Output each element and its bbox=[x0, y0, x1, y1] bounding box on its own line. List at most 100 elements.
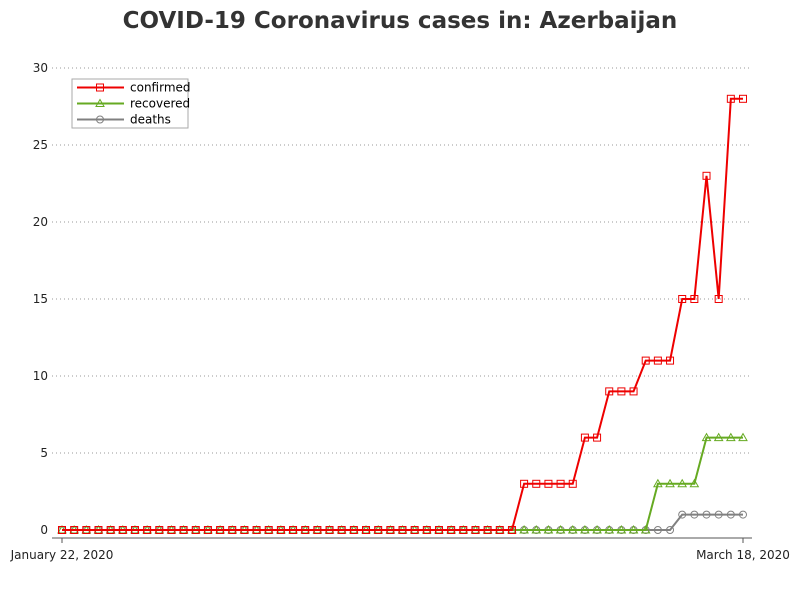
point-confirmed-45 bbox=[605, 387, 614, 396]
point-recovered-43 bbox=[580, 524, 590, 534]
y-tick-label-0: 0 bbox=[40, 523, 48, 537]
point-confirmed-44 bbox=[593, 433, 602, 442]
point-confirmed-29 bbox=[410, 526, 419, 534]
point-confirmed-21 bbox=[313, 526, 322, 534]
point-recovered-55 bbox=[725, 432, 736, 442]
point-confirmed-39 bbox=[532, 479, 541, 488]
point-confirmed-0 bbox=[58, 526, 66, 534]
legend-item-deaths: deaths bbox=[77, 113, 171, 127]
y-tick-label-5: 5 bbox=[40, 446, 48, 460]
point-confirmed-32 bbox=[447, 526, 456, 534]
point-confirmed-9 bbox=[167, 526, 176, 534]
legend-label-confirmed: confirmed bbox=[130, 81, 191, 95]
point-recovered-50 bbox=[665, 478, 675, 488]
y-axis-ticks: 0 5 10 15 20 25 30 bbox=[33, 61, 48, 537]
point-confirmed-36 bbox=[495, 526, 504, 534]
x-tick-label-end: March 18, 2020 bbox=[696, 548, 790, 562]
point-confirmed-24 bbox=[349, 526, 358, 534]
point-confirmed-10 bbox=[179, 526, 188, 534]
y-tick-label-10: 10 bbox=[33, 369, 48, 383]
point-recovered-42 bbox=[567, 524, 578, 534]
point-confirmed-19 bbox=[289, 526, 298, 534]
point-confirmed-11 bbox=[191, 526, 200, 534]
point-confirmed-49 bbox=[653, 356, 662, 365]
y-tick-label-15: 15 bbox=[33, 292, 48, 306]
point-deaths-54 bbox=[714, 510, 723, 519]
point-confirmed-14 bbox=[228, 526, 237, 534]
point-recovered-56 bbox=[738, 432, 748, 442]
point-recovered-51 bbox=[677, 478, 688, 488]
point-confirmed-13 bbox=[216, 526, 225, 534]
legend-item-recovered: recovered bbox=[77, 97, 190, 111]
series-line-confirmed bbox=[62, 97, 743, 531]
point-confirmed-37 bbox=[507, 526, 516, 534]
point-recovered-52 bbox=[689, 478, 700, 488]
point-confirmed-3 bbox=[94, 526, 103, 534]
point-confirmed-56 bbox=[739, 94, 747, 103]
x-tick-label-start: January 22, 2020 bbox=[10, 548, 114, 562]
point-confirmed-31 bbox=[434, 526, 443, 534]
point-recovered-48 bbox=[640, 524, 651, 534]
point-confirmed-5 bbox=[118, 526, 127, 534]
legend: confirmed recovered deaths bbox=[71, 78, 191, 129]
point-recovered-46 bbox=[616, 524, 627, 534]
legend-item-confirmed: confirmed bbox=[77, 81, 191, 95]
y-tick-label-20: 20 bbox=[33, 215, 48, 229]
point-confirmed-42 bbox=[568, 479, 577, 488]
point-confirmed-18 bbox=[276, 526, 285, 534]
point-confirmed-15 bbox=[240, 526, 249, 534]
point-deaths-49 bbox=[653, 526, 662, 534]
point-confirmed-40 bbox=[544, 479, 553, 488]
point-confirmed-47 bbox=[629, 387, 638, 396]
series-layer bbox=[57, 94, 748, 534]
point-deaths-53 bbox=[702, 510, 711, 519]
point-confirmed-34 bbox=[471, 526, 480, 534]
point-deaths-55 bbox=[726, 510, 735, 519]
point-confirmed-1 bbox=[70, 526, 79, 534]
point-recovered-38 bbox=[519, 524, 529, 534]
point-confirmed-7 bbox=[143, 526, 152, 534]
point-confirmed-27 bbox=[386, 526, 395, 534]
series-recovered bbox=[57, 432, 748, 534]
y-tick-label-25: 25 bbox=[33, 138, 48, 152]
point-recovered-49 bbox=[653, 478, 663, 488]
point-deaths-56 bbox=[739, 510, 747, 519]
point-confirmed-22 bbox=[325, 526, 334, 534]
point-recovered-44 bbox=[592, 524, 602, 534]
point-confirmed-38 bbox=[520, 479, 529, 488]
chart-title: COVID-19 Coronavirus cases in: Azerbaija… bbox=[122, 8, 678, 34]
series-line-deaths bbox=[62, 513, 743, 531]
point-recovered-39 bbox=[531, 524, 542, 534]
point-confirmed-12 bbox=[203, 526, 212, 534]
legend-marker-recovered bbox=[95, 98, 105, 107]
x-axis-ticks: January 22, 2020 March 18, 2020 bbox=[10, 538, 790, 562]
point-confirmed-20 bbox=[301, 526, 310, 534]
point-deaths-50 bbox=[666, 526, 675, 534]
legend-marker-confirmed bbox=[96, 83, 104, 92]
point-confirmed-48 bbox=[641, 356, 650, 365]
gridlines bbox=[52, 67, 752, 454]
point-recovered-47 bbox=[628, 524, 639, 534]
point-confirmed-16 bbox=[252, 526, 261, 534]
point-confirmed-8 bbox=[155, 526, 164, 534]
point-confirmed-4 bbox=[106, 526, 115, 534]
y-tick-label-30: 30 bbox=[33, 61, 48, 75]
point-confirmed-54 bbox=[714, 295, 723, 303]
point-confirmed-33 bbox=[459, 526, 468, 534]
point-confirmed-41 bbox=[556, 479, 565, 488]
point-confirmed-28 bbox=[398, 526, 407, 534]
point-confirmed-43 bbox=[580, 433, 589, 442]
point-confirmed-35 bbox=[483, 526, 492, 534]
point-confirmed-50 bbox=[666, 356, 675, 365]
legend-label-recovered: recovered bbox=[130, 97, 190, 111]
point-confirmed-6 bbox=[130, 526, 139, 534]
legend-marker-deaths bbox=[96, 115, 104, 124]
point-recovered-41 bbox=[555, 524, 566, 534]
point-confirmed-51 bbox=[678, 295, 687, 303]
point-confirmed-23 bbox=[337, 526, 346, 534]
point-confirmed-46 bbox=[617, 387, 626, 396]
series-line-recovered bbox=[62, 436, 743, 531]
point-confirmed-2 bbox=[82, 526, 91, 534]
point-recovered-53 bbox=[701, 432, 712, 442]
point-recovered-45 bbox=[604, 524, 615, 534]
